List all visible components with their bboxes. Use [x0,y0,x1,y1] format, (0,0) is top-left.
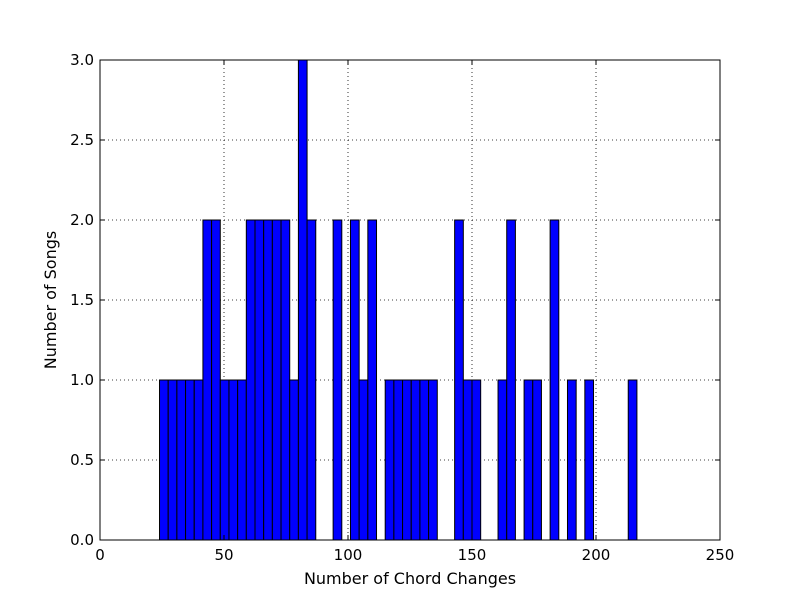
histogram-bar [462,379,473,541]
histogram-bar [523,379,534,541]
histogram-bar [245,219,256,541]
histogram-bar [185,379,195,541]
histogram-bar [410,379,421,541]
x-tick-label: 100 [334,546,363,564]
x-axis-label: Number of Chord Changes [304,569,516,588]
histogram-bar [402,379,412,541]
histogram-bar [297,59,308,541]
histogram-bar [532,379,542,541]
x-tick-label: 50 [214,546,233,564]
histogram-bar [419,379,430,541]
x-tick-label: 150 [458,546,487,564]
y-tick-label: 2.0 [70,211,94,229]
y-tick-labels: 0.0 0.5 1.0 1.5 2.0 2.5 3.0 [70,51,94,549]
histogram-bar [367,219,378,541]
histogram-bar [349,219,360,541]
x-tick-label: 250 [706,546,735,564]
x-tick-label: 0 [95,546,105,564]
histogram-bar [358,379,369,541]
y-tick-label: 3.0 [70,51,94,69]
histogram-bar [454,219,464,541]
histogram-bar [263,219,273,541]
histogram-bar [584,379,595,541]
histogram-bar [506,219,516,541]
y-axis-label: Number of Songs [41,231,60,369]
histogram-bar [237,379,247,541]
histogram-bar [228,379,239,541]
histogram-bar [219,379,230,541]
histogram-bar [159,379,169,541]
histogram-bar [549,219,560,541]
histogram-bar [193,379,204,541]
y-tick-label: 1.0 [70,371,94,389]
histogram-bar [167,379,178,541]
histogram-bar [497,379,508,541]
x-tick-labels: 0 50 100 150 200 250 [95,546,734,564]
bars [159,59,638,541]
histogram-bar [471,379,482,541]
histogram-bar [566,379,577,541]
histogram-bar [289,379,299,541]
histogram-bar [428,379,438,541]
histogram-bar [202,219,213,541]
histogram-bar [271,219,282,541]
x-tick-label: 200 [582,546,611,564]
histogram-bar [176,379,187,541]
axis-ticks [99,59,721,541]
histogram-bar [332,219,343,541]
y-tick-label: 0.5 [70,451,94,469]
histogram-bar [254,219,265,541]
y-tick-label: 1.5 [70,291,94,309]
histogram-bar [280,219,291,541]
y-tick-label: 0.0 [70,531,94,549]
y-tick-label: 2.5 [70,131,94,149]
histogram-bar [384,379,395,541]
histogram-bar [306,219,317,541]
histogram-bar [627,379,638,541]
histogram-bar [211,219,221,541]
histogram-bar [393,379,404,541]
